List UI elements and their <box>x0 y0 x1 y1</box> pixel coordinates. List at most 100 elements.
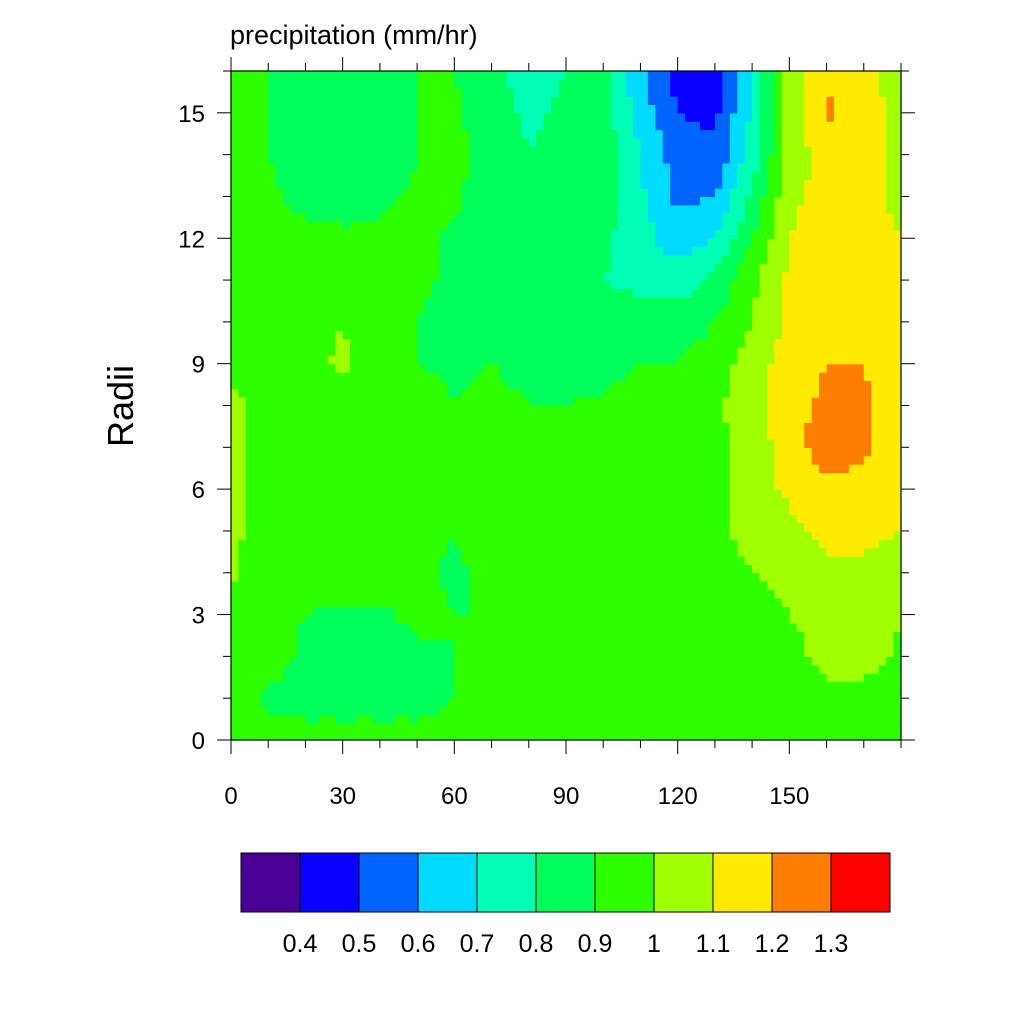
heatmap-cell <box>618 363 627 373</box>
heatmap-cell <box>647 497 656 507</box>
heatmap-cell <box>759 622 768 632</box>
heatmap-cell <box>714 305 723 315</box>
heatmap-cell <box>283 631 292 641</box>
heatmap-cell <box>618 305 627 315</box>
heatmap-cell <box>722 305 731 315</box>
heatmap-cell <box>335 597 344 607</box>
heatmap-cell <box>566 430 575 440</box>
heatmap-cell <box>305 622 314 632</box>
heatmap-cell <box>528 397 537 407</box>
heatmap-cell <box>871 455 880 465</box>
heatmap-cell <box>312 572 321 582</box>
heatmap-cell <box>618 505 627 515</box>
heatmap-cell <box>789 530 798 540</box>
heatmap-cell <box>238 313 247 323</box>
heatmap-cell <box>342 556 351 565</box>
heatmap-cell <box>848 581 857 591</box>
heatmap-cell <box>863 447 872 457</box>
heatmap-cell <box>394 514 403 524</box>
heatmap-cell <box>521 447 530 457</box>
heatmap-cell <box>677 589 686 599</box>
heatmap-cell <box>446 438 455 448</box>
heatmap-cell <box>476 539 485 549</box>
heatmap-cell <box>342 631 351 641</box>
heatmap-cell <box>759 338 768 348</box>
heatmap-cell <box>610 280 619 290</box>
heatmap-cell <box>625 673 634 683</box>
heatmap-cell <box>878 296 887 306</box>
heatmap-cell <box>409 430 418 440</box>
heatmap-cell <box>662 673 671 683</box>
heatmap-cell <box>521 664 530 674</box>
heatmap-cell <box>804 372 813 382</box>
heatmap-cell <box>238 539 247 549</box>
heatmap-cell <box>662 447 671 457</box>
heatmap-cell <box>580 372 589 382</box>
heatmap-cell <box>625 530 634 540</box>
heatmap-cell <box>335 714 344 724</box>
heatmap-cell <box>886 706 895 716</box>
heatmap-cell <box>722 681 731 691</box>
heatmap-cell <box>439 530 448 540</box>
heatmap-cell <box>394 455 403 465</box>
heatmap-cell <box>231 447 240 457</box>
heatmap-cell <box>491 497 500 507</box>
heatmap-cell <box>841 296 850 306</box>
heatmap-cell <box>543 614 552 624</box>
heatmap-cell <box>856 639 865 649</box>
heatmap-cell <box>789 622 798 632</box>
heatmap-cell <box>290 313 299 323</box>
heatmap-cell <box>305 614 314 624</box>
heatmap-cell <box>662 330 671 340</box>
heatmap-cell <box>506 422 515 432</box>
heatmap-cell <box>439 731 448 741</box>
heatmap-cell <box>469 321 478 331</box>
heatmap-cell <box>283 397 292 407</box>
heatmap-cell <box>647 397 656 407</box>
heatmap-cell <box>506 271 515 281</box>
heatmap-cell <box>327 681 336 691</box>
heatmap-cell <box>350 681 359 691</box>
heatmap-cell <box>365 589 374 599</box>
heatmap-cell <box>655 305 664 315</box>
heatmap-cell <box>685 581 694 591</box>
heatmap-cell <box>707 689 716 699</box>
heatmap-cell <box>804 313 813 323</box>
heatmap-cell <box>327 606 336 616</box>
heatmap-cell <box>714 455 723 465</box>
heatmap-cell <box>312 606 321 616</box>
heatmap-cell <box>290 388 299 398</box>
heatmap-cell <box>714 280 723 290</box>
heatmap-cell <box>446 380 455 390</box>
heatmap-cell <box>528 271 537 281</box>
heatmap-cell <box>767 606 776 616</box>
heatmap-cell <box>327 430 336 440</box>
heatmap-cell <box>543 338 552 348</box>
heatmap-cell <box>245 706 254 716</box>
heatmap-cell <box>893 631 902 641</box>
heatmap-cell <box>439 581 448 591</box>
heatmap-cell <box>610 355 619 365</box>
heatmap-cell <box>633 698 642 708</box>
heatmap-cell <box>811 714 820 724</box>
heatmap-cell <box>685 656 694 666</box>
heatmap-cell <box>320 413 329 423</box>
heatmap-cell <box>469 405 478 415</box>
heatmap-cell <box>595 388 604 398</box>
heatmap-cell <box>260 639 269 649</box>
heatmap-cell <box>796 556 805 565</box>
heatmap-cell <box>290 664 299 674</box>
heatmap-cell <box>767 581 776 591</box>
heatmap-cell <box>521 480 530 490</box>
heatmap-cell <box>469 413 478 423</box>
heatmap-cell <box>558 388 567 398</box>
heatmap-cell <box>439 656 448 666</box>
heatmap-cell <box>804 606 813 616</box>
heatmap-cell <box>834 714 843 724</box>
heatmap-cell <box>670 556 679 565</box>
heatmap-cell <box>804 673 813 683</box>
heatmap-cell <box>461 698 470 708</box>
heatmap-cell <box>856 422 865 432</box>
heatmap-cell <box>491 689 500 699</box>
heatmap-cell <box>856 514 865 524</box>
